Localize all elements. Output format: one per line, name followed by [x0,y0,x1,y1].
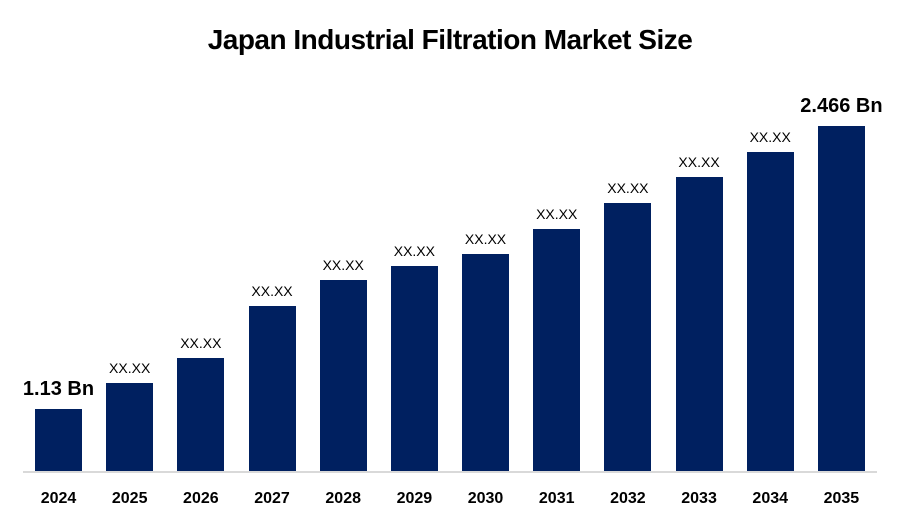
bar-group-2026: XX.XX [177,334,225,471]
plot-area: 1.13 Bn XX.XX XX.XX XX.XX XX.XX XX.XX XX.XX XX.… [23,80,883,471]
x-axis-label-2032: 2032 [610,490,646,507]
x-axis-label-2028: 2028 [325,490,361,507]
x-axis-labels: 2024 2025 2026 2027 2028 2029 2030 2031 2032 2033… [35,491,865,507]
bar-group-2034: XX.XX [746,128,794,471]
bar-group-2033: XX.XX [675,153,723,471]
bar-group-2031: XX.XX [533,205,581,471]
x-axis-label-2027: 2027 [254,490,290,507]
bar-2025 [106,383,154,471]
bar-value-label-2026: XX.XX [180,334,222,351]
bar-2032 [604,203,652,471]
bar-group-2024: 1.13 Bn [23,378,94,471]
x-axis-label-2033: 2033 [681,490,717,507]
x-axis-label-2034: 2034 [752,490,789,507]
bar-value-label-2034: XX.XX [749,128,791,145]
x-axis-label-2030: 2030 [467,490,504,507]
bar-value-label-2024: 1.13 Bn [22,378,95,400]
x-axis-label-2024: 2024 [40,490,77,507]
bar-group-2029: XX.XX [390,242,438,471]
x-axis-line [23,471,877,473]
bar-value-label-2027: XX.XX [251,282,293,299]
chart-title: Japan Industrial Filtration Market Size [207,24,693,55]
x-axis-label-2031: 2031 [538,490,575,507]
bar-value-label-2035: 2.466 Bn [800,95,883,117]
bar-value-label-2032: XX.XX [607,179,649,196]
bar-group-2032: XX.XX [604,179,652,471]
bar-value-label-2030: XX.XX [464,230,507,247]
bar-value-label-2031: XX.XX [536,205,578,222]
bar-2029 [390,266,438,471]
bar-group-2028: XX.XX [319,256,367,471]
bar-2035 [817,126,865,471]
bar-value-label-2033: XX.XX [678,153,720,170]
bar-2028 [319,280,367,471]
bar-group-2027: XX.XX [248,282,296,471]
x-axis-label-2029: 2029 [396,490,433,507]
bar-value-label-2025: XX.XX [109,359,151,376]
bar-value-label-2029: XX.XX [393,242,435,259]
bar-2034 [746,152,794,471]
x-axis-label-2025: 2025 [111,490,148,507]
x-axis-label-2035: 2035 [823,490,860,507]
bar-2024 [35,409,82,471]
bar-2026 [177,358,225,471]
x-axis-label-2026: 2026 [183,490,219,507]
bar-group-2025: XX.XX [106,359,154,471]
bar-2033 [675,177,723,471]
bar-2027 [248,306,296,471]
bar-group-2035: 2.466 Bn [800,95,883,471]
bar-2030 [462,254,510,471]
bar-2031 [533,229,581,471]
bar-value-label-2028: XX.XX [322,256,364,273]
bar-group-2030: XX.XX [462,230,510,471]
